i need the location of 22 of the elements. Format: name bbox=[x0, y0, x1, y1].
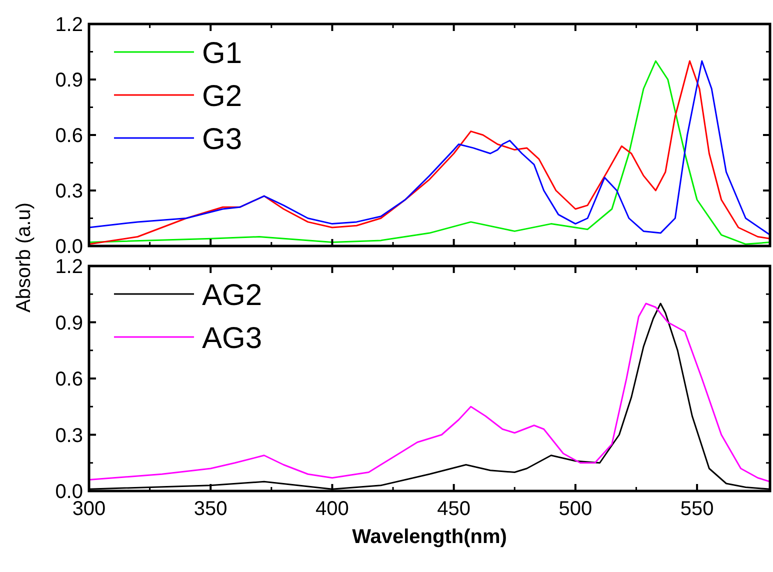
y-tick-label: 1.2 bbox=[55, 256, 83, 278]
legend-label: G1 bbox=[202, 37, 242, 70]
y-tick-label: 0.3 bbox=[55, 424, 83, 447]
x-tick-label: 450 bbox=[437, 498, 471, 520]
x-tick-label: 500 bbox=[558, 498, 592, 520]
legend-label: AG2 bbox=[202, 279, 262, 312]
y-tick-label: 0.0 bbox=[55, 236, 83, 258]
x-tick-label: 400 bbox=[316, 498, 349, 520]
y-tick-label: 0.9 bbox=[55, 312, 83, 334]
x-tick-label: 350 bbox=[194, 498, 228, 520]
x-tick-label: 300 bbox=[72, 498, 106, 520]
legend-label: AG3 bbox=[202, 322, 262, 355]
legend-label: G2 bbox=[202, 80, 242, 113]
x-tick-label: 550 bbox=[680, 498, 714, 520]
y-tick-label: 0.9 bbox=[55, 70, 83, 92]
x-axis-title: Wavelength(nm) bbox=[352, 526, 507, 548]
y-tick-label: 1.2 bbox=[55, 14, 83, 36]
y-tick-label: 0.3 bbox=[55, 180, 83, 202]
legend-label: G3 bbox=[202, 123, 242, 156]
y-axis-title: Absorb (a.u) bbox=[13, 202, 35, 313]
y-tick-label: 0.6 bbox=[55, 125, 83, 147]
y-tick-label: 0.6 bbox=[55, 368, 83, 390]
